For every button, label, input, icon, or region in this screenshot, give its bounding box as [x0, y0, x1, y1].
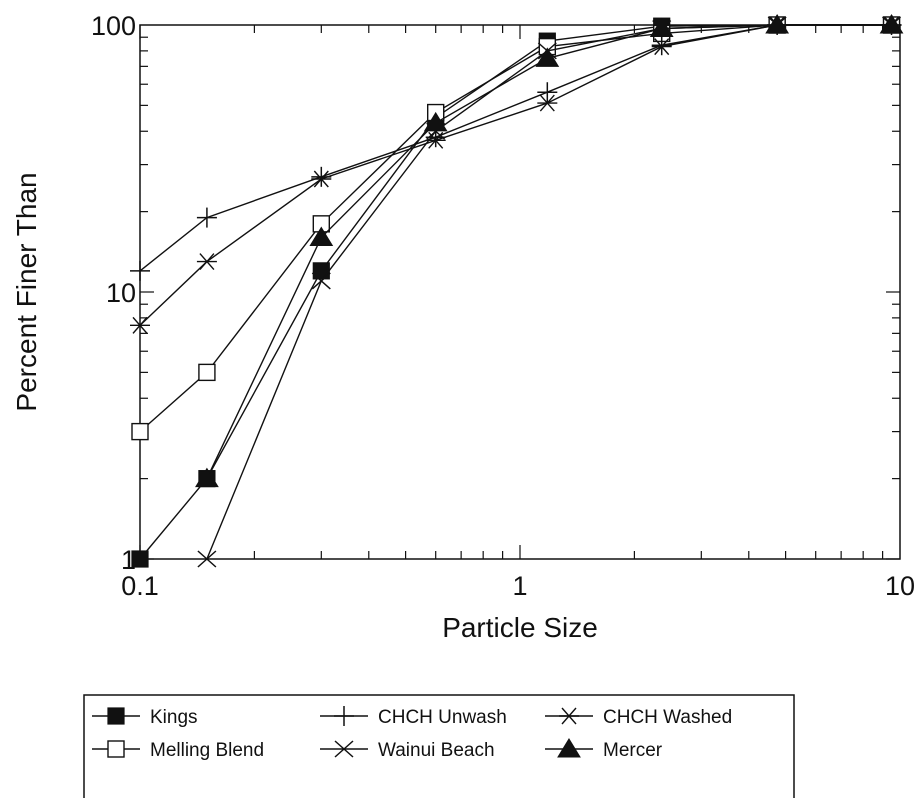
data-point-wainui-beach: [197, 550, 217, 568]
data-point-chch-unwash: [537, 82, 558, 103]
data-point-chch-unwash: [196, 207, 217, 228]
legend-item-mercer: Mercer: [545, 738, 663, 761]
data-point-chch-washed: [130, 316, 150, 334]
series-kings: [131, 16, 901, 568]
series-chch-unwash: [130, 15, 902, 281]
x-tick-labels: 0.1 1 10: [121, 571, 915, 601]
legend-label: Mercer: [603, 740, 663, 761]
series-layer: [130, 14, 904, 568]
data-point-mercer: [195, 467, 219, 488]
legend-marker-wainui-beach: [334, 740, 354, 758]
data-point-mercer: [879, 14, 904, 34]
legend-box: [83, 694, 795, 798]
y-axis-title: Percent Finer Than: [11, 172, 42, 411]
legend-label: Melling Blend: [150, 740, 264, 761]
legend-marker-melling-blend: [107, 740, 125, 758]
data-point-mercer: [649, 17, 674, 38]
legend: Kings CHCH Unwash CHCH Washed Melling Blend…: [83, 694, 795, 798]
data-point-mercer: [309, 226, 334, 246]
x-tick-label: 10: [885, 571, 915, 601]
data-point-chch-washed: [651, 38, 672, 56]
data-point-wainui-beach: [311, 272, 331, 290]
y-tick-label: 100: [91, 11, 136, 41]
legend-label: CHCH Washed: [603, 707, 732, 728]
legend-marker-kings: [107, 707, 125, 725]
legend-item-chch-unwash: CHCH Unwash: [320, 706, 507, 728]
series-mercer: [195, 14, 904, 488]
series-line-mercer: [206, 24, 892, 479]
data-point-chch-washed: [425, 131, 446, 149]
data-point-mercer: [423, 111, 448, 132]
series-melling-blend: [131, 16, 901, 441]
series-wainui-beach: [197, 16, 902, 568]
data-point-chch-washed: [311, 170, 332, 188]
legend-item-chch-washed: CHCH Washed: [545, 707, 732, 728]
series-line-melling-blend: [139, 24, 892, 433]
data-point-mercer: [765, 14, 790, 34]
legend-marker-mercer: [557, 738, 581, 758]
data-point-melling-blend: [198, 363, 216, 382]
legend-item-melling-blend: Melling Blend: [92, 740, 264, 761]
data-point-melling-blend: [131, 422, 149, 441]
legend-marker-chch-washed: [559, 707, 579, 725]
minor-ticks: [139, 25, 900, 560]
x-axis-title: Particle Size: [442, 612, 598, 643]
data-point-chch-washed: [196, 253, 217, 271]
legend-label: Kings: [150, 707, 198, 728]
series-line-chch-washed: [139, 24, 892, 326]
legend-item-wainui-beach: Wainui Beach: [320, 740, 495, 761]
x-tick-label: 0.1: [121, 571, 159, 601]
data-point-chch-washed: [537, 94, 558, 112]
x-tick-label: 1: [512, 571, 527, 601]
y-tick-label: 10: [106, 278, 136, 308]
legend-item-kings: Kings: [92, 707, 198, 728]
legend-label: Wainui Beach: [378, 740, 495, 761]
data-point-kings: [131, 550, 149, 568]
legend-marker-chch-unwash: [334, 706, 354, 726]
legend-label: CHCH Unwash: [378, 707, 507, 728]
data-point-mercer: [535, 47, 560, 67]
data-point-chch-unwash: [130, 260, 150, 281]
plot-frame: [139, 24, 901, 560]
